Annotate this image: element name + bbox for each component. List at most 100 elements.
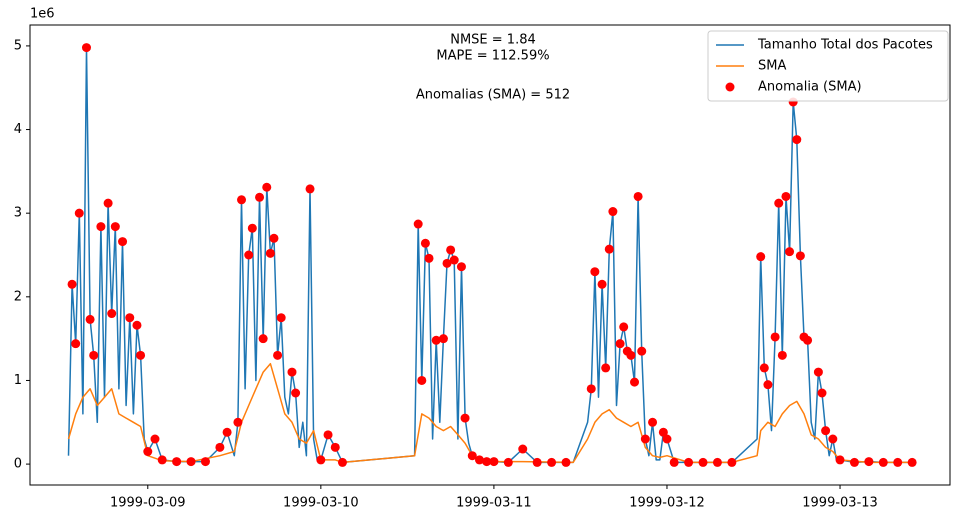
legend-label: SMA xyxy=(758,59,786,74)
anomaly-point xyxy=(118,237,128,247)
anomaly-point xyxy=(172,457,182,467)
anomaly-point xyxy=(200,457,210,467)
anomaly-point xyxy=(770,332,780,342)
y-tick-label: 0 xyxy=(14,457,22,472)
anomaly-point xyxy=(150,434,160,444)
legend-label: Tamanho Total dos Pacotes xyxy=(757,38,933,53)
x-tick-label: 1999-03-12 xyxy=(629,496,705,511)
offset-text: 1e6 xyxy=(30,7,55,22)
anomaly-point xyxy=(474,455,484,465)
anomaly-point xyxy=(590,267,600,277)
anomaly-point xyxy=(74,208,84,218)
anomaly-point xyxy=(449,255,459,265)
anomaly-point xyxy=(518,444,528,454)
anomaly-point xyxy=(795,251,805,261)
y-tick-label: 4 xyxy=(14,122,22,137)
anomaly-point xyxy=(247,223,257,233)
anomaly-point xyxy=(132,320,142,330)
anomaly-point xyxy=(619,322,629,332)
legend-box xyxy=(707,30,949,102)
anomaly-point xyxy=(276,313,286,323)
anomaly-point xyxy=(785,247,795,257)
anomaly-point xyxy=(835,455,845,465)
anomaly-point xyxy=(727,457,737,467)
anomaly-point xyxy=(258,334,268,344)
legend-marker xyxy=(725,82,735,92)
anomaly-point xyxy=(287,367,297,377)
anomaly-point xyxy=(186,457,196,467)
x-tick-label: 1999-03-10 xyxy=(283,496,359,511)
anomaly-point xyxy=(157,455,167,465)
anomaly-point xyxy=(323,430,333,440)
x-tick-label: 1999-03-11 xyxy=(456,496,532,511)
anomaly-point xyxy=(907,457,917,467)
anomaly-point xyxy=(81,43,91,53)
anomaly-point xyxy=(460,413,470,423)
anomaly-point xyxy=(269,233,279,243)
annotation: Anomalias (SMA) = 512 xyxy=(416,88,570,103)
anomaly-point xyxy=(821,426,831,436)
anomaly-point xyxy=(89,350,99,360)
plot-frame xyxy=(29,24,951,486)
anomaly-point xyxy=(781,191,791,201)
anomaly-point xyxy=(420,238,430,248)
x-tick-label: 1999-03-09 xyxy=(110,496,186,511)
series-line xyxy=(67,362,913,464)
anomaly-point xyxy=(273,350,283,360)
anomaly-point xyxy=(759,363,769,373)
anomaly-point xyxy=(662,434,672,444)
anomaly-point xyxy=(413,219,423,229)
anomaly-point xyxy=(417,375,427,385)
anomaly-point xyxy=(244,250,254,260)
anomaly-point xyxy=(424,253,434,263)
anomaly-point xyxy=(777,350,787,360)
anomaly-point xyxy=(763,380,773,390)
anomaly-point xyxy=(489,457,499,467)
anomaly-point xyxy=(864,457,874,467)
anomaly-point xyxy=(71,339,81,349)
annotation: MAPE = 112.59% xyxy=(436,49,549,64)
anomaly-point xyxy=(305,184,315,194)
anomaly-point xyxy=(817,388,827,398)
anomaly-point xyxy=(608,207,618,217)
anomaly-point xyxy=(640,434,650,444)
anomaly-point xyxy=(431,335,441,345)
anomaly-point xyxy=(222,427,232,437)
anomaly-point xyxy=(604,244,614,254)
anomaly-point xyxy=(237,195,247,205)
anomaly-point xyxy=(698,457,708,467)
anomaly-point xyxy=(893,457,903,467)
anomaly-point xyxy=(67,279,77,289)
anomaly-point xyxy=(446,245,456,255)
anomaly-point xyxy=(828,434,838,444)
anomaly-point xyxy=(316,455,326,465)
x-tick-label: 1999-03-13 xyxy=(802,496,878,511)
anomaly-point xyxy=(669,457,679,467)
anomaly-point xyxy=(774,198,784,208)
anomaly-point xyxy=(265,248,275,258)
anomaly-point xyxy=(813,367,823,377)
anomaly-point xyxy=(442,258,452,268)
anomaly-point xyxy=(648,417,658,427)
y-tick-label: 5 xyxy=(14,38,22,53)
anomaly-point xyxy=(233,417,243,427)
anomaly-point xyxy=(712,457,722,467)
y-tick-label: 2 xyxy=(14,289,22,304)
anomaly-point xyxy=(438,334,448,344)
anomaly-point xyxy=(503,457,513,467)
anomaly-point xyxy=(262,182,272,192)
anomaly-point xyxy=(103,198,113,208)
anomaly-point xyxy=(482,457,492,467)
anomaly-point xyxy=(626,350,636,360)
anomaly-point xyxy=(467,451,477,461)
anomaly-point xyxy=(532,457,542,467)
anomaly-point xyxy=(615,339,625,349)
anomaly-point xyxy=(456,262,466,272)
anomaly-point xyxy=(803,335,813,345)
anomaly-point xyxy=(291,388,301,398)
anomaly-point xyxy=(107,309,117,319)
anomaly-point xyxy=(586,384,596,394)
anomaly-point xyxy=(684,457,694,467)
anomaly-point xyxy=(601,363,611,373)
y-tick-label: 1 xyxy=(14,373,22,388)
